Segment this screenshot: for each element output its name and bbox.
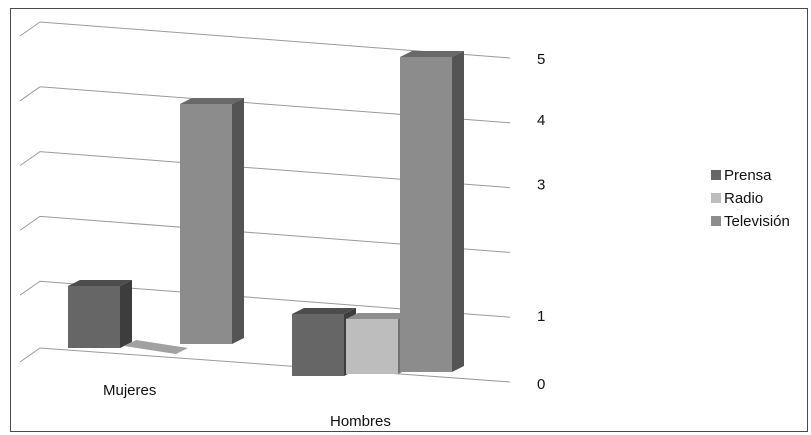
legend-label: Prensa [724,167,772,184]
gridline-4 [19,86,511,124]
bar-hombres-prensa [292,314,344,376]
category-label: Hombres [330,413,391,430]
gridline-1 [19,280,511,318]
bar-hombres-radio [346,319,398,374]
bar-side-televisión [232,98,244,344]
y-tick-label: 4 [537,112,545,129]
gridline-3 [19,151,511,189]
y-tick-label: 1 [537,308,545,325]
category-label: Mujeres [103,382,156,399]
y-tick-label: 3 [537,177,545,194]
bar-top-prensa [68,280,132,286]
legend-label: Radio [724,190,763,207]
bar-top-televisión [180,98,244,104]
bar-mujeres-prensa [68,286,120,348]
bar-top-radio [346,313,410,319]
bar-mujeres-radio [124,340,188,354]
legend-swatch-televisión [711,216,721,226]
bar-mujeres-televisión [180,104,232,344]
bar-hombres-televisión [400,57,452,372]
bar-side-televisión [452,51,464,372]
legend-label: Televisión [724,213,790,230]
gridline-5 [19,21,511,59]
y-tick-label: 0 [537,376,545,393]
legend-swatch-prensa [711,170,721,180]
legend-swatch-radio [711,193,721,203]
bar-top-televisión [400,51,464,57]
y-tick-label: 5 [537,51,545,68]
bar-top-prensa [292,308,356,314]
gridline-2 [19,215,511,253]
bar-side-prensa [120,280,132,348]
